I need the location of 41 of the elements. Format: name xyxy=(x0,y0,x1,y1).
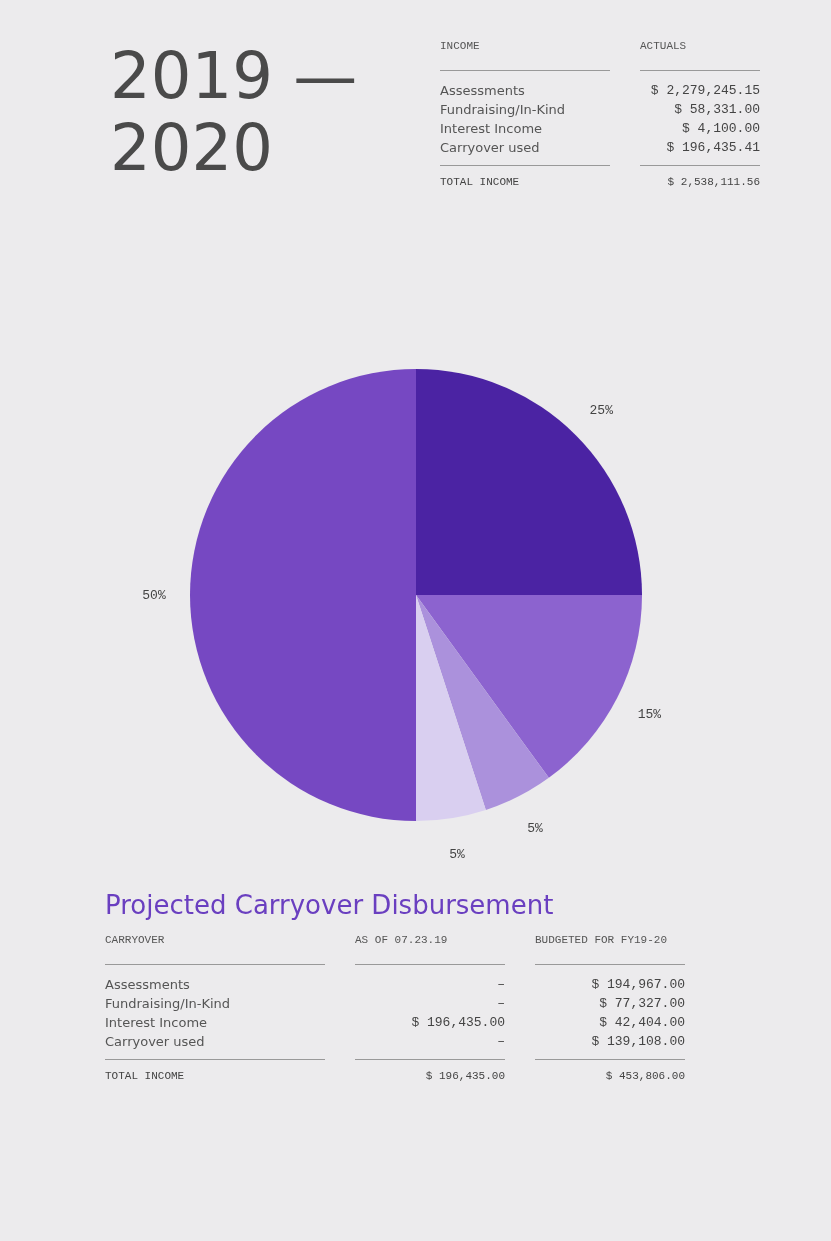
pie-slice xyxy=(415,595,549,810)
text: $ 2,279,245.15 xyxy=(649,83,760,98)
text: TOTAL INCOME xyxy=(105,1059,325,1082)
text: $ 453,806.00 xyxy=(535,1059,685,1082)
pie-slice xyxy=(415,369,642,595)
data-label: 5% xyxy=(526,821,543,837)
text: $ 2,538,111.56 xyxy=(640,165,760,188)
text: Carryover used xyxy=(105,1034,206,1049)
text: Projected Carryover Disbursement xyxy=(105,890,555,920)
text: Assessments xyxy=(440,83,526,98)
text: TOTAL INCOME xyxy=(440,165,610,188)
data-label: 50% xyxy=(141,588,166,603)
text: INCOME xyxy=(440,40,610,71)
text: 2019 — 2020 xyxy=(110,39,359,187)
text: Interest Income xyxy=(440,121,544,136)
text: $ 77,327.00 xyxy=(598,996,685,1011)
text: CARRYOVER xyxy=(105,934,325,965)
data-label: 25% xyxy=(589,402,613,418)
text: $ 58,331.00 xyxy=(673,102,760,117)
text: $ 139,108.00 xyxy=(590,1034,685,1049)
text: Carryover used xyxy=(440,140,541,155)
text: Fundraising/In-Kind xyxy=(105,996,232,1011)
text: $ 194,967.00 xyxy=(590,977,685,992)
text: Assessments xyxy=(105,977,191,992)
text: – xyxy=(496,996,505,1011)
data-label: 15% xyxy=(637,706,661,722)
pie-slice xyxy=(189,369,416,821)
text: Interest Income xyxy=(105,1015,209,1030)
text: – xyxy=(496,1034,505,1049)
text: $ 4,100.00 xyxy=(681,121,760,136)
pie-slice xyxy=(415,595,486,821)
text: AS OF 07.23.19 xyxy=(355,934,505,965)
text: BUDGETED FOR FY19-20 xyxy=(535,934,685,965)
text: $ 196,435.00 xyxy=(410,1015,505,1030)
data-label: 5% xyxy=(448,846,465,862)
text: – xyxy=(496,977,505,992)
text: ACTUALS xyxy=(640,40,760,71)
text: $ 42,404.00 xyxy=(598,1015,685,1030)
text: $ 196,435.41 xyxy=(665,140,760,155)
text: $ 196,435.00 xyxy=(355,1059,505,1082)
text: Fundraising/In-Kind xyxy=(440,102,567,117)
